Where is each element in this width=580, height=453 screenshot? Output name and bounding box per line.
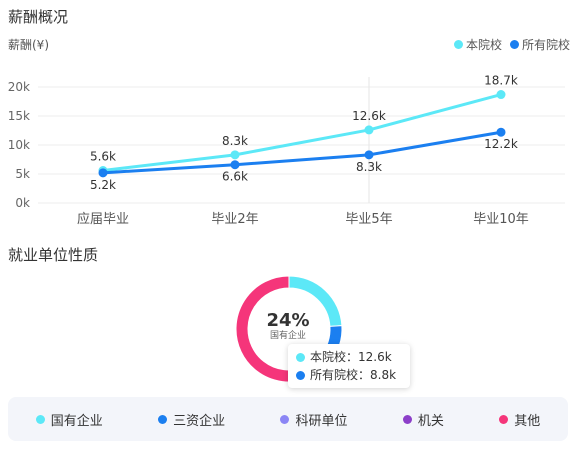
- legend-dot-icon: [402, 414, 412, 424]
- tooltip-text: 所有院校：8.8k: [310, 368, 397, 382]
- data-point: [496, 127, 506, 137]
- legend-label: 国有企业: [50, 413, 103, 429]
- legend-label: 机关: [417, 413, 444, 429]
- data-point: [230, 150, 240, 160]
- legend-dot-icon: [509, 40, 519, 49]
- nature-section-title: 就业单位性质: [8, 246, 99, 264]
- legend-dot-icon: [280, 414, 290, 424]
- donut-center-value: 24%: [266, 310, 310, 331]
- y-tick-label: 0k: [15, 196, 30, 210]
- legend-item-government[interactable]: 机关: [402, 410, 444, 429]
- tooltip-row-this-school: 本院校：12.6k: [296, 348, 402, 366]
- legend-label: 三资企业: [173, 413, 226, 429]
- series-line: [102, 130, 502, 175]
- tooltip-row-all-schools: 所有院校：8.8k: [296, 366, 402, 384]
- y-tick-label: 5k: [15, 167, 30, 181]
- data-point: [364, 125, 374, 135]
- legend-item-research[interactable]: 科研单位: [280, 410, 347, 429]
- data-label: 8.3k: [222, 134, 248, 148]
- data-point: [364, 150, 374, 160]
- x-tick-label: 毕业10年: [473, 212, 529, 227]
- data-label: 5.6k: [90, 150, 116, 164]
- data-label: 12.2k: [484, 137, 518, 151]
- series-line: [102, 93, 502, 173]
- legend-label: 所有院校: [521, 38, 570, 52]
- x-tick-label: 毕业2年: [211, 212, 258, 227]
- tooltip-dot-icon: [296, 370, 305, 380]
- legend-dot-icon: [499, 414, 509, 424]
- legend-item-state-owned[interactable]: 国有企业: [35, 410, 103, 429]
- legend-item-foreign[interactable]: 三资企业: [158, 410, 225, 429]
- data-point: [230, 160, 240, 170]
- legend-item-all-schools[interactable]: 所有院校: [509, 36, 570, 53]
- line-chart-legend: 本院校 所有院校: [453, 36, 570, 53]
- y-tick-label: 20k: [8, 80, 30, 94]
- legend-label: 本院校: [465, 38, 502, 52]
- legend-label: 科研单位: [295, 413, 348, 429]
- salary-line-chart[interactable]: 0k 5k 10k 15k 20k 应届毕业 毕业2年 毕业5年 毕业10年 5.6k 8.3k 12…: [0, 60, 580, 230]
- legend-dot-icon: [453, 40, 463, 49]
- legend-item-this-school[interactable]: 本院校: [453, 36, 502, 53]
- data-label: 6.6k: [222, 170, 248, 184]
- data-label: 12.6k: [352, 109, 386, 123]
- y-tick-label: 10k: [8, 138, 30, 152]
- legend-dot-icon: [158, 414, 168, 424]
- data-point: [496, 90, 506, 100]
- data-point: [98, 168, 108, 178]
- legend-item-other[interactable]: 其他: [499, 410, 540, 429]
- salary-unit-label: 薪酬(¥): [8, 38, 49, 52]
- x-tick-label: 毕业5年: [345, 212, 392, 227]
- donut-center-label: 国有企业: [269, 331, 306, 341]
- tooltip-dot-icon: [296, 352, 305, 362]
- data-label: 8.3k: [356, 160, 382, 174]
- data-label: 18.7k: [484, 74, 518, 88]
- x-tick-label: 应届毕业: [77, 211, 129, 227]
- legend-label: 其他: [514, 413, 541, 429]
- y-tick-label: 15k: [8, 109, 30, 123]
- tooltip-text: 本院校：12.6k: [310, 350, 392, 364]
- donut-center: 24% 国有企业: [263, 311, 313, 342]
- salary-section-title: 薪酬概况: [8, 8, 69, 26]
- chart-tooltip: 本院校：12.6k 所有院校：8.8k: [288, 344, 410, 388]
- legend-dot-icon: [35, 414, 45, 424]
- nature-legend: 国有企业 三资企业 科研单位 机关 其他: [8, 397, 568, 441]
- data-label: 5.2k: [90, 178, 116, 192]
